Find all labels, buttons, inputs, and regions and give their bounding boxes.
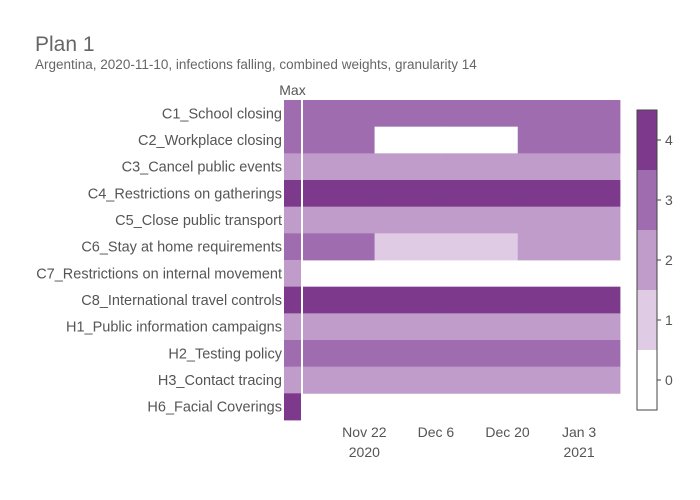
heatmap-cell (446, 180, 519, 208)
heatmap-cell (446, 206, 519, 234)
chart-subtitle: Argentina, 2020-11-10, infections fallin… (35, 57, 477, 72)
x-tick-year: 2021 (564, 444, 595, 460)
row-label: C6_Stay at home requirements (81, 240, 282, 256)
heatmap-cell (303, 233, 375, 261)
heatmap-cell (517, 286, 621, 314)
x-axis-ticks: Nov 22 2020 Dec 6 Dec 20 Jan 3 2021 (342, 424, 596, 460)
heatmap-cell (374, 153, 447, 181)
heatmap-cell (446, 233, 519, 261)
row-label: C4_Restrictions on gatherings (88, 186, 282, 202)
heatmap-cell (303, 313, 375, 341)
colorbar-tick-label: 1 (665, 312, 673, 328)
row-label: H3_Contact tracing (158, 373, 282, 389)
heatmap-cell (517, 313, 621, 341)
heatmap-cell (303, 100, 375, 128)
max-cell (284, 233, 301, 261)
max-cell (284, 313, 301, 341)
heatmap-cell (374, 233, 447, 261)
heatmap-cell (446, 126, 519, 154)
max-cell (284, 100, 301, 128)
max-cell (284, 340, 301, 368)
max-column-label: Max (279, 82, 305, 98)
row-label: C2_Workplace closing (138, 133, 282, 149)
colorbar-band (637, 290, 657, 350)
max-cell (284, 180, 301, 208)
max-cell (284, 206, 301, 234)
heatmap-cell (517, 366, 621, 394)
heatmap-cell (446, 366, 519, 394)
max-cell (284, 393, 301, 421)
row-label: H1_Public information campaigns (66, 320, 282, 336)
heatmap-cell (374, 286, 447, 314)
max-cell (284, 126, 301, 154)
row-label: H6_Facial Coverings (147, 400, 282, 416)
heatmap-cell (374, 206, 447, 234)
heatmap-cells (303, 100, 621, 394)
heatmap-cell (446, 153, 519, 181)
heatmap-cell (517, 206, 621, 234)
heatmap-cell (303, 180, 375, 208)
heatmap-cell (303, 340, 375, 368)
max-cell (284, 153, 301, 181)
heatmap-cell (517, 233, 621, 261)
max-cell (284, 260, 301, 288)
x-tick-label: Jan 3 (562, 424, 596, 440)
colorbar-tick-label: 4 (665, 132, 673, 148)
row-labels: C1_School closing C2_Workplace closing C3_… (36, 106, 283, 415)
colorbar-band (637, 170, 657, 230)
heatmap-cell (303, 126, 375, 154)
heatmap-cell (517, 100, 621, 128)
heatmap-cell (374, 126, 447, 154)
colorbar: 0 1 2 3 4 (636, 109, 673, 411)
heatmap-cell (517, 126, 621, 154)
row-label: C5_Close public transport (115, 213, 282, 229)
heatmap-cell (517, 180, 621, 208)
max-cell (284, 366, 301, 394)
heatmap-cell (446, 100, 519, 128)
heatmap-cell (374, 180, 447, 208)
heatmap-cell (374, 340, 447, 368)
chart-title: Plan 1 (35, 33, 95, 56)
row-label: C1_School closing (162, 106, 282, 122)
colorbar-band (637, 110, 657, 170)
heatmap-cell (517, 340, 621, 368)
x-tick-label: Dec 20 (485, 424, 530, 440)
row-label: C8_International travel controls (81, 293, 282, 309)
heatmap-cell (446, 286, 519, 314)
row-label: H2_Testing policy (168, 346, 282, 362)
colorbar-band (637, 230, 657, 290)
heatmap-cell (374, 366, 447, 394)
row-label: C7_Restrictions on internal movement (36, 266, 282, 282)
heatmap-cell (303, 286, 375, 314)
colorbar-tick-label: 2 (665, 252, 673, 268)
heatmap-cell (303, 153, 375, 181)
heatmap-cell (303, 366, 375, 394)
heatmap-cell (446, 340, 519, 368)
x-tick-year: 2020 (349, 444, 380, 460)
heatmap-cell (517, 153, 621, 181)
heatmap-cell (446, 313, 519, 341)
x-tick-label: Nov 22 (342, 424, 387, 440)
max-column: Max (279, 82, 306, 421)
x-tick-label: Dec 6 (418, 424, 455, 440)
colorbar-tick-label: 0 (665, 372, 673, 388)
max-cell (284, 286, 301, 314)
heatmap-cell (303, 206, 375, 234)
colorbar-tick-label: 3 (665, 192, 673, 208)
colorbar-band (637, 350, 657, 410)
row-label: C3_Cancel public events (122, 160, 282, 176)
heatmap-cell (374, 100, 447, 128)
heatmap-cell (374, 313, 447, 341)
